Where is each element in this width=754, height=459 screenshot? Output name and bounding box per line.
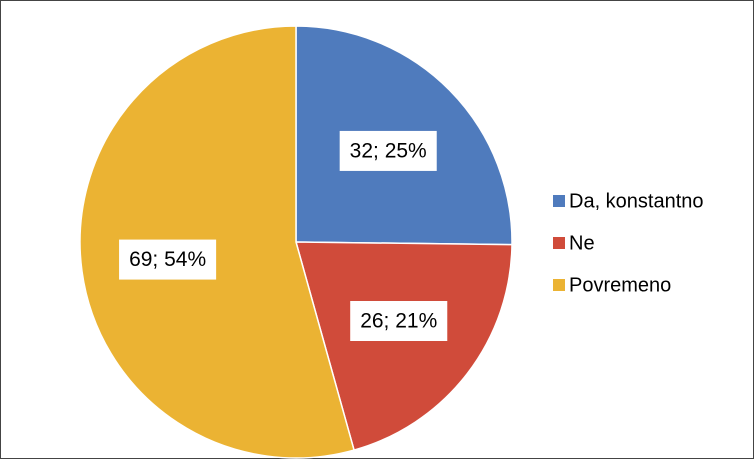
legend-swatch [553, 237, 565, 249]
data-label-box [339, 130, 437, 171]
legend-swatch [553, 279, 565, 291]
data-label-box [350, 301, 448, 342]
pie-slice [79, 25, 355, 459]
data-label: 26; 21% [360, 310, 437, 333]
pie-slice [295, 241, 513, 451]
legend-swatch [553, 195, 565, 207]
legend-label: Da, konstantno [569, 190, 704, 212]
data-label-box [119, 239, 217, 280]
data-label: 69; 54% [129, 248, 206, 271]
legend-label: Povremeno [569, 274, 671, 296]
data-label: 32; 25% [350, 139, 427, 162]
legend-label: Ne [569, 232, 595, 254]
